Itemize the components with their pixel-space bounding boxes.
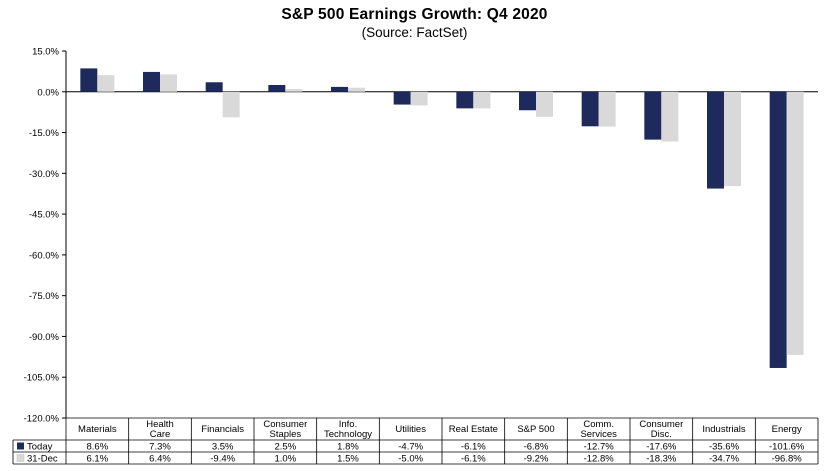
- category-label: Info.: [339, 419, 358, 430]
- bar-31-dec: [348, 87, 365, 92]
- bar-today: [80, 68, 98, 92]
- data-label: -12.7%: [584, 441, 615, 452]
- y-tick-label: -120.0%: [24, 414, 60, 425]
- legend-swatch-31-dec: [16, 454, 25, 462]
- bar-today: [519, 91, 536, 111]
- data-label: -6.8%: [524, 441, 549, 452]
- data-label: -101.6%: [769, 441, 805, 452]
- category-label: S&P 500: [517, 424, 554, 435]
- category-label: Services: [580, 429, 617, 440]
- data-label: -5.0%: [398, 453, 423, 464]
- y-tick-label: 15.0%: [32, 47, 59, 58]
- y-tick-label: 0.0%: [37, 87, 59, 98]
- data-label: 7.3%: [149, 441, 171, 452]
- legend-label-31-dec: 31-Dec: [27, 453, 58, 464]
- data-label: 1.0%: [275, 453, 297, 464]
- category-label: Industrials: [702, 424, 746, 435]
- bar-31-dec: [97, 75, 115, 92]
- legend-label-today: Today: [27, 441, 53, 452]
- legend-swatch-today: [17, 442, 24, 450]
- data-label: 3.5%: [212, 441, 234, 452]
- data-label: -9.4%: [210, 453, 235, 464]
- category-label: Staples: [269, 429, 301, 440]
- bar-31-dec: [160, 74, 177, 92]
- data-label: -6.1%: [461, 441, 486, 452]
- bar-today: [331, 86, 348, 92]
- data-label: -4.7%: [398, 441, 423, 452]
- y-tick-label: -15.0%: [29, 128, 60, 139]
- bar-today: [456, 91, 474, 109]
- category-label: Consumer: [639, 419, 683, 430]
- bar-31-dec: [724, 91, 741, 187]
- data-label: 8.6%: [87, 441, 109, 452]
- bar-today: [143, 71, 160, 92]
- data-label: -12.8%: [584, 453, 615, 464]
- category-label: Care: [150, 429, 171, 440]
- y-tick-label: -60.0%: [29, 250, 60, 261]
- y-tick-label: -75.0%: [29, 291, 60, 302]
- category-label: Real Estate: [449, 424, 498, 435]
- category-label: Disc.: [651, 429, 672, 440]
- y-tick-label: -45.0%: [29, 210, 60, 221]
- bar-today: [707, 91, 724, 189]
- data-label: 6.4%: [149, 453, 171, 464]
- data-label: -96.8%: [772, 453, 803, 464]
- category-label: Financials: [201, 424, 244, 435]
- data-label: 2.5%: [275, 441, 297, 452]
- category-label: Technology: [324, 429, 372, 440]
- category-label: Comm.: [583, 419, 614, 430]
- bar-today: [268, 84, 286, 92]
- bar-31-dec: [598, 91, 616, 127]
- bar-31-dec: [661, 91, 679, 142]
- bar-31-dec: [786, 91, 804, 355]
- bar-31-dec: [222, 91, 240, 118]
- data-label: -9.2%: [524, 453, 549, 464]
- category-label: Health: [146, 419, 173, 430]
- chart-title: S&P 500 Earnings Growth: Q4 2020: [281, 6, 548, 23]
- category-label: Consumer: [263, 419, 307, 430]
- bar-today: [205, 82, 223, 92]
- data-label: -18.3%: [646, 453, 677, 464]
- category-label: Utilities: [395, 424, 426, 435]
- category-label: Materials: [78, 424, 117, 435]
- bar-31-dec: [473, 91, 491, 109]
- chart-subtitle: (Source: FactSet): [361, 25, 468, 40]
- category-label: Energy: [772, 424, 802, 435]
- bar-31-dec: [285, 89, 303, 92]
- bar-today: [393, 91, 411, 105]
- data-label: 1.8%: [337, 441, 359, 452]
- data-label: -6.1%: [461, 453, 486, 464]
- data-label: 6.1%: [87, 453, 109, 464]
- data-label: -17.6%: [646, 441, 677, 452]
- data-label: -35.6%: [709, 441, 740, 452]
- data-label: -34.7%: [709, 453, 740, 464]
- bar-31-dec: [536, 91, 553, 117]
- data-label: 1.5%: [337, 453, 359, 464]
- y-tick-label: -90.0%: [29, 332, 60, 343]
- bar-today: [644, 91, 662, 140]
- bar-today: [581, 91, 599, 127]
- bar-31-dec: [410, 91, 428, 106]
- y-tick-label: -105.0%: [24, 373, 60, 384]
- y-tick-label: -30.0%: [29, 169, 60, 180]
- bar-today: [769, 91, 787, 368]
